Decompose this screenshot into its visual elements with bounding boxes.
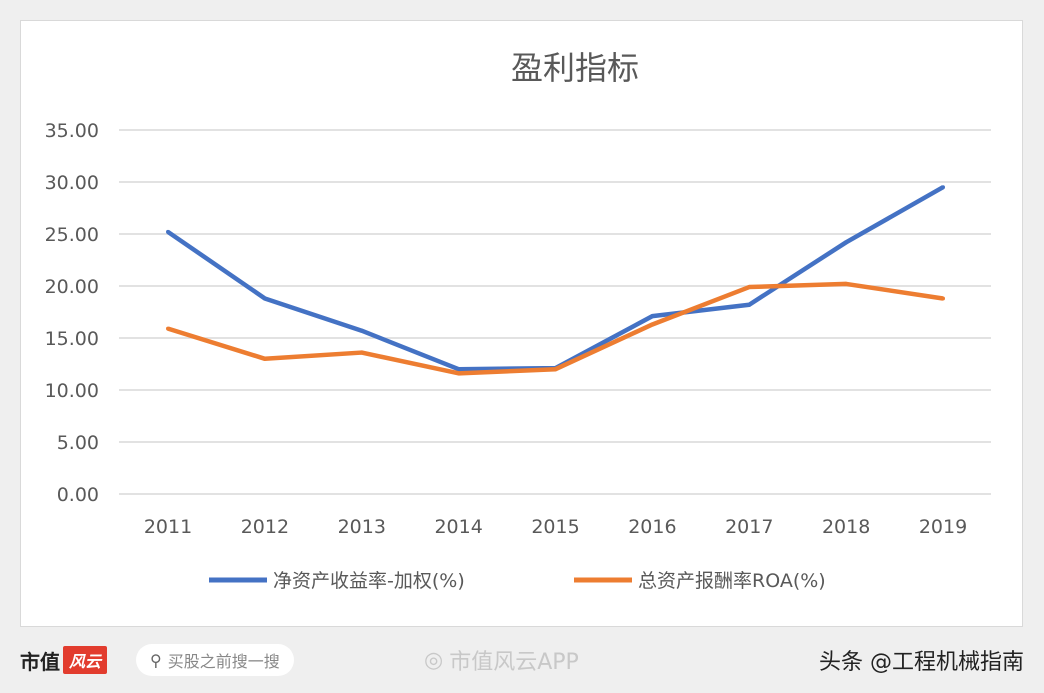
data-point — [359, 328, 364, 333]
y-tick-label: 20.00 — [45, 276, 99, 298]
x-tick-label: 2019 — [919, 516, 967, 538]
series-line-1 — [167, 281, 944, 376]
watermark: ◎ 市值风云APP — [424, 640, 579, 680]
x-tick-label: 2015 — [531, 516, 579, 538]
search-icon: ⚲ — [150, 650, 162, 670]
x-tick-label: 2017 — [725, 516, 773, 538]
x-tick-label: 2014 — [434, 516, 482, 538]
x-tick-label: 2011 — [144, 516, 192, 538]
y-tick-label: 25.00 — [45, 224, 99, 246]
chart-card: 盈利指标 0.00 5.00 10.00 15.00 20.00 25.00 30.00 35.… — [20, 20, 1023, 627]
watermark-text: 市值风云APP — [449, 650, 579, 675]
data-point — [747, 285, 752, 290]
y-tick-label: 35.00 — [45, 120, 99, 142]
y-tick-label: 0.00 — [57, 484, 99, 506]
x-tick-label: 2018 — [822, 516, 870, 538]
data-point — [941, 185, 945, 190]
data-point — [747, 302, 752, 307]
search-placeholder: 买股之前搜一搜 — [167, 652, 280, 671]
data-point — [844, 240, 849, 245]
legend-label: 净资产收益率-加权(%) — [273, 570, 465, 592]
data-point — [456, 367, 461, 372]
y-tick-label: 10.00 — [45, 380, 99, 402]
y-tick-label: 15.00 — [45, 328, 99, 350]
data-point — [650, 322, 655, 327]
data-point — [262, 296, 267, 301]
brand-logo-badge: 风云 — [63, 646, 108, 674]
x-tick-label: 2012 — [241, 516, 289, 538]
data-point — [844, 281, 849, 286]
data-point — [553, 367, 558, 372]
y-tick-label: 5.00 — [57, 432, 99, 454]
x-tick-label: 2013 — [338, 516, 386, 538]
y-tick-label: 30.00 — [45, 172, 99, 194]
data-point — [941, 296, 945, 301]
brand-text: 市值 — [20, 649, 60, 674]
data-point — [166, 229, 170, 234]
data-point — [262, 356, 267, 361]
series-line-0 — [166, 185, 945, 372]
weibo-icon: ◎ — [424, 647, 444, 673]
brand-logo: 市值 风云 — [20, 640, 108, 680]
data-point — [456, 371, 461, 376]
x-tick-label: 2016 — [628, 516, 676, 538]
chart-title: 盈利指标 — [511, 49, 639, 87]
line-chart: 盈利指标 0.00 5.00 10.00 15.00 20.00 25.00 30.00 35.… — [45, 49, 991, 592]
data-point — [359, 350, 364, 355]
data-point — [166, 326, 170, 331]
legend-label: 总资产报酬率ROA(%) — [638, 570, 826, 592]
data-point — [650, 314, 655, 319]
source-credit: 头条 @工程机械指南 — [819, 650, 1024, 675]
search-box[interactable]: ⚲ 买股之前搜一搜 — [136, 644, 294, 676]
